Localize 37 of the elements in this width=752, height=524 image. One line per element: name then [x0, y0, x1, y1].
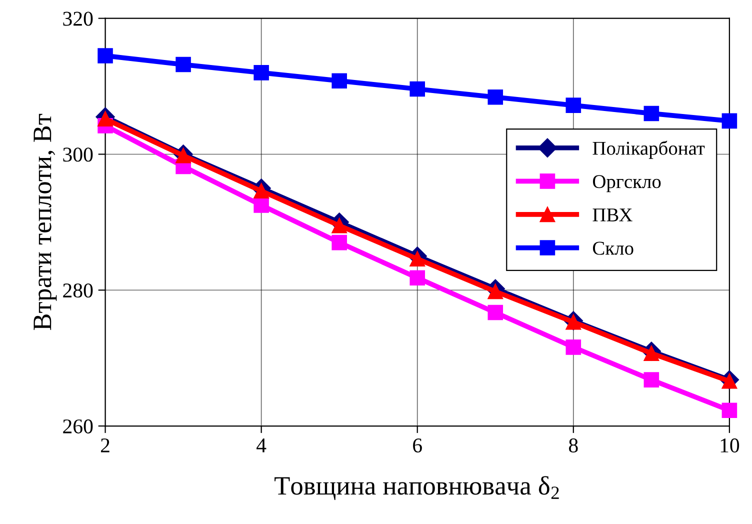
point [98, 111, 113, 127]
x-tick-label: 6 [413, 438, 422, 452]
point [410, 270, 425, 286]
point [176, 56, 191, 72]
point [254, 198, 269, 213]
point [332, 234, 347, 250]
x-tick-label: 2 [100, 438, 110, 452]
point [488, 284, 504, 300]
point [410, 81, 425, 97]
point [566, 340, 582, 355]
y-axis-title: Втрати теплоти, Вт [34, 114, 57, 330]
point [332, 73, 347, 88]
point [176, 148, 191, 164]
y-tick-label: 260 [63, 419, 93, 434]
point [644, 372, 660, 388]
y-tick-label: 320 [63, 12, 93, 26]
legend-label: Скло [592, 242, 634, 255]
point [722, 113, 738, 129]
point [644, 106, 660, 122]
y-tick-label: 300 [63, 148, 93, 162]
y-tick-label: 280 [63, 283, 93, 298]
point [332, 218, 347, 234]
point [254, 65, 269, 80]
legend-label: Полікарбонат [592, 140, 705, 159]
x-tick-label: 8 [568, 438, 578, 452]
x-tick-label: 4 [256, 438, 266, 452]
legend-label: Оргскло [592, 175, 661, 192]
point [722, 402, 738, 418]
point [488, 304, 504, 320]
legend-label: ПВХ [592, 208, 632, 222]
point [410, 251, 425, 267]
point [566, 98, 582, 113]
point [98, 48, 113, 64]
x-tick-label: 10 [720, 438, 740, 452]
point [254, 183, 269, 199]
x-axis-title: Товщина наповнювача δ$_{2}$ [274, 476, 559, 500]
point [488, 90, 504, 105]
